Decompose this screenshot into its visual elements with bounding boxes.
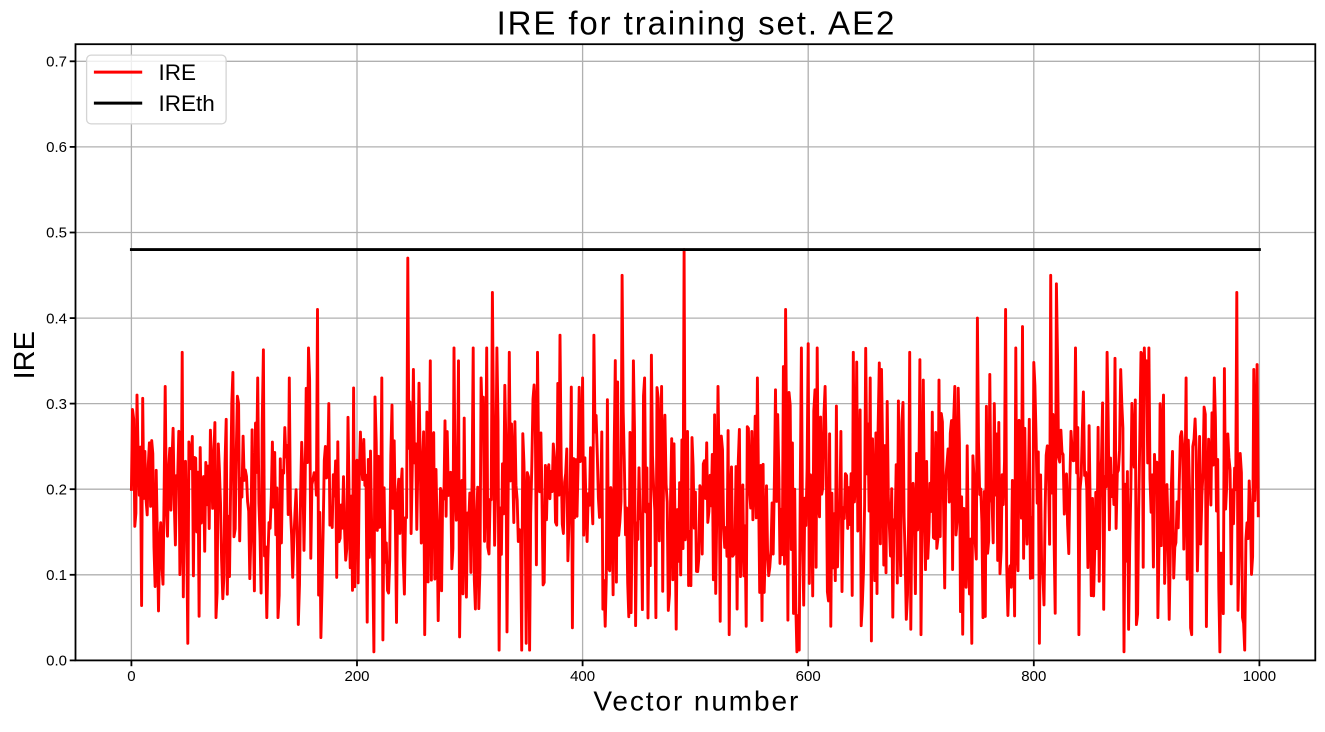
svg-text:0.2: 0.2 [46,481,67,498]
svg-text:1000: 1000 [1243,668,1276,685]
svg-text:IRE for training set. AE2: IRE for training set. AE2 [497,4,897,41]
svg-text:400: 400 [570,668,595,685]
svg-text:0.6: 0.6 [46,139,67,156]
svg-text:0.3: 0.3 [46,396,67,413]
svg-text:600: 600 [796,668,821,685]
svg-text:0.5: 0.5 [46,225,67,242]
svg-text:800: 800 [1021,668,1046,685]
svg-text:0.0: 0.0 [46,653,67,670]
svg-text:Vector number: Vector number [593,686,800,717]
svg-text:0.7: 0.7 [46,54,67,71]
svg-text:IRE: IRE [9,331,41,379]
svg-text:0.4: 0.4 [46,310,67,327]
svg-text:IREth: IREth [159,91,215,116]
svg-text:0.1: 0.1 [46,567,67,584]
svg-text:200: 200 [344,668,369,685]
svg-text:IRE: IRE [159,60,197,85]
svg-text:0: 0 [127,668,135,685]
